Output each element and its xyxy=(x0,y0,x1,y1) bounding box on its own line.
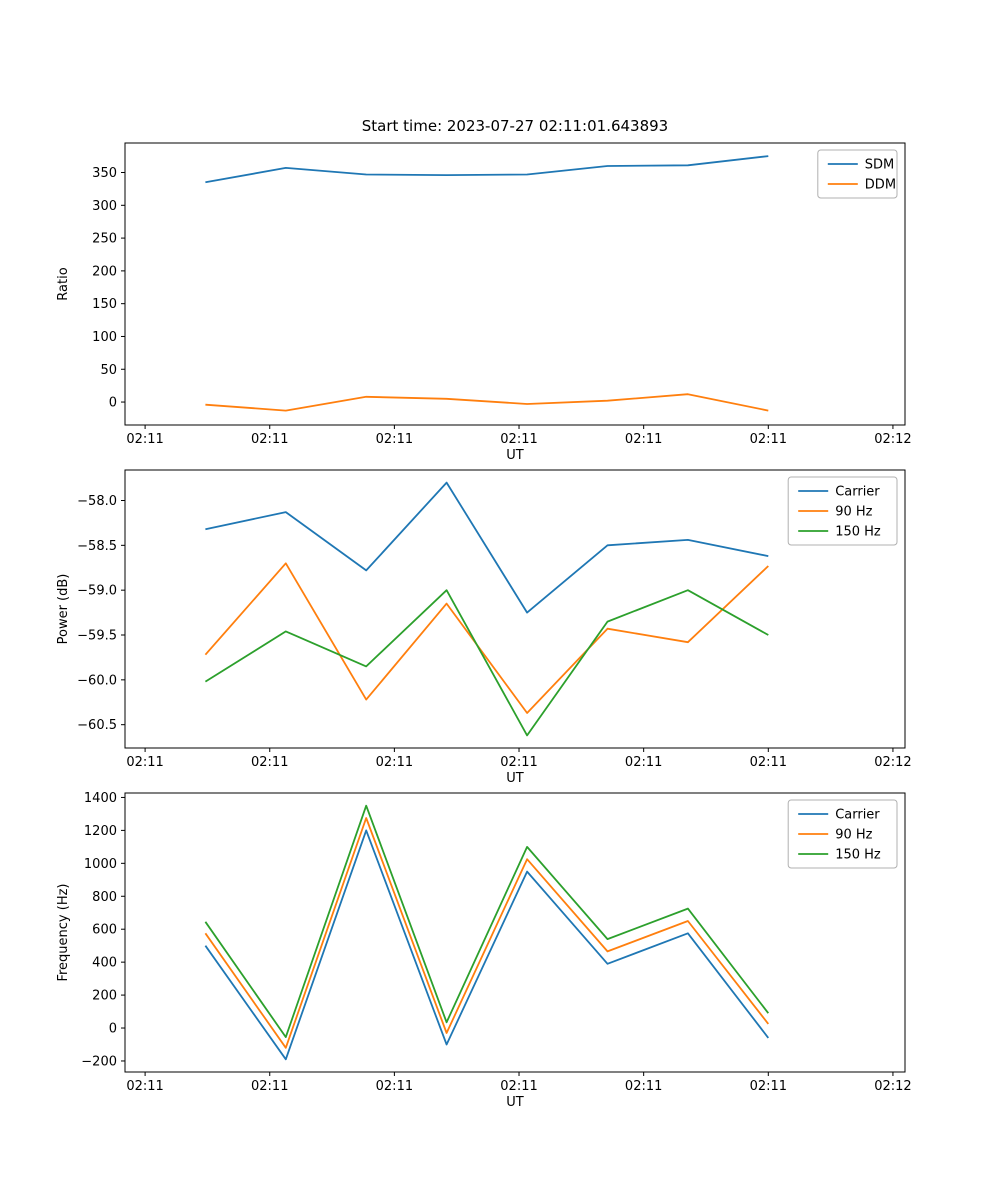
svg-text:−59.5: −59.5 xyxy=(77,629,117,644)
svg-text:250: 250 xyxy=(92,232,117,247)
svg-text:Start time: 2023-07-27 02:11:0: Start time: 2023-07-27 02:11:01.643893 xyxy=(362,117,668,135)
svg-text:02:12: 02:12 xyxy=(874,432,911,447)
svg-text:−60.0: −60.0 xyxy=(77,673,117,688)
svg-text:02:11: 02:11 xyxy=(625,1079,662,1094)
svg-text:02:11: 02:11 xyxy=(625,432,662,447)
frequency-chart: −200 0 200 400 600 800 1000 1200 1400 02:11 02:11 0… xyxy=(56,791,912,1110)
svg-text:02:11: 02:11 xyxy=(500,755,537,770)
svg-text:02:11: 02:11 xyxy=(251,432,288,447)
svg-text:02:11: 02:11 xyxy=(126,755,163,770)
svg-text:02:11: 02:11 xyxy=(750,1079,787,1094)
svg-text:200: 200 xyxy=(92,264,117,279)
svg-text:02:11: 02:11 xyxy=(126,1079,163,1094)
svg-text:02:11: 02:11 xyxy=(750,432,787,447)
svg-text:100: 100 xyxy=(92,330,117,345)
svg-text:02:11: 02:11 xyxy=(500,1079,537,1094)
svg-text:Ratio: Ratio xyxy=(56,267,71,300)
svg-text:1200: 1200 xyxy=(84,824,117,839)
svg-text:02:11: 02:11 xyxy=(500,432,537,447)
svg-text:150: 150 xyxy=(92,297,117,312)
svg-text:1400: 1400 xyxy=(84,791,117,806)
svg-text:Frequency (Hz): Frequency (Hz) xyxy=(56,883,71,981)
svg-text:0: 0 xyxy=(109,1022,117,1037)
svg-text:90 Hz: 90 Hz xyxy=(835,828,872,843)
svg-text:−60.5: −60.5 xyxy=(77,718,117,733)
svg-text:Carrier: Carrier xyxy=(835,485,880,500)
svg-text:150 Hz: 150 Hz xyxy=(835,848,881,863)
svg-text:02:11: 02:11 xyxy=(376,1079,413,1094)
power-chart: −60.5 −60.0 −59.5 −59.0 −58.5 −58.0 02:11 02:11… xyxy=(56,469,912,786)
svg-text:350: 350 xyxy=(92,166,117,181)
svg-text:−59.0: −59.0 xyxy=(77,584,117,599)
svg-text:−200: −200 xyxy=(81,1054,117,1069)
svg-text:02:11: 02:11 xyxy=(376,432,413,447)
svg-text:DDM: DDM xyxy=(865,178,896,193)
svg-text:400: 400 xyxy=(92,956,117,971)
svg-text:UT: UT xyxy=(506,1095,524,1110)
sdm-ddm-ratio-chart: Start time: 2023-07-27 02:11:01.643893 0 5… xyxy=(56,117,912,463)
svg-text:200: 200 xyxy=(92,989,117,1004)
svg-text:800: 800 xyxy=(92,890,117,905)
svg-text:90 Hz: 90 Hz xyxy=(835,505,872,520)
svg-text:02:11: 02:11 xyxy=(251,1079,288,1094)
svg-text:UT: UT xyxy=(506,771,524,786)
svg-text:300: 300 xyxy=(92,199,117,214)
svg-text:SDM: SDM xyxy=(865,158,894,173)
svg-text:02:11: 02:11 xyxy=(251,755,288,770)
svg-text:Power (dB): Power (dB) xyxy=(56,574,71,645)
svg-text:600: 600 xyxy=(92,923,117,938)
svg-text:−58.5: −58.5 xyxy=(77,539,117,554)
svg-text:UT: UT xyxy=(506,448,524,463)
svg-text:02:11: 02:11 xyxy=(750,755,787,770)
svg-text:−58.0: −58.0 xyxy=(77,494,117,509)
svg-text:150 Hz: 150 Hz xyxy=(835,525,881,540)
svg-text:02:11: 02:11 xyxy=(126,432,163,447)
svg-text:1000: 1000 xyxy=(84,857,117,872)
svg-text:02:11: 02:11 xyxy=(625,755,662,770)
svg-text:02:12: 02:12 xyxy=(874,755,911,770)
svg-text:Carrier: Carrier xyxy=(835,808,880,823)
svg-text:50: 50 xyxy=(100,363,117,378)
svg-text:02:11: 02:11 xyxy=(376,755,413,770)
svg-text:0: 0 xyxy=(109,396,117,411)
svg-text:02:12: 02:12 xyxy=(874,1079,911,1094)
